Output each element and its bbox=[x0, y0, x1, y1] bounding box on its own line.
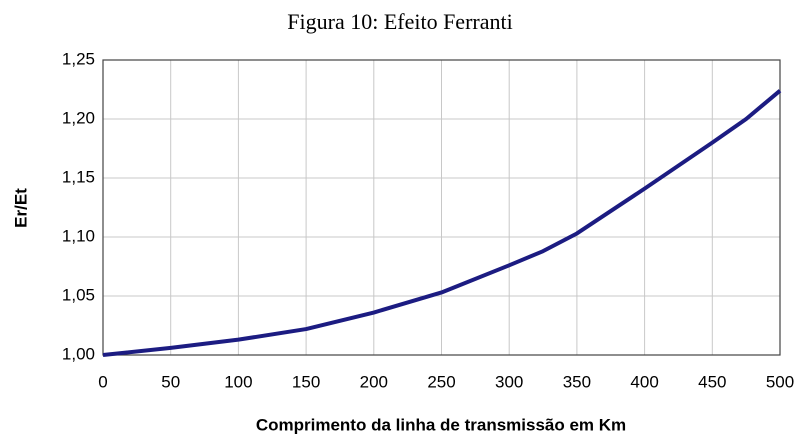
x-axis-label: Comprimento da linha de transmissão em K… bbox=[256, 415, 626, 434]
y-tick-label: 1,25 bbox=[62, 49, 95, 68]
chart-title: Figura 10: Efeito Ferranti bbox=[287, 9, 512, 34]
data-line bbox=[102, 89, 782, 357]
y-tick-label: 1,15 bbox=[62, 167, 95, 186]
x-tick-label: 300 bbox=[495, 372, 523, 391]
y-tick-label: 1,00 bbox=[62, 344, 95, 363]
y-axis-label: Er/Et bbox=[11, 188, 30, 228]
x-tick-label: 200 bbox=[360, 372, 388, 391]
x-tick-label: 250 bbox=[427, 372, 455, 391]
x-tick-label: 150 bbox=[292, 372, 320, 391]
x-tick-label: 0 bbox=[98, 372, 107, 391]
plot-frame bbox=[102, 59, 781, 356]
x-tick-label: 350 bbox=[563, 372, 591, 391]
y-tick-label: 1,05 bbox=[62, 285, 95, 304]
y-tick-label: 1,20 bbox=[62, 108, 95, 127]
x-tick-label: 50 bbox=[161, 372, 180, 391]
x-tick-label: 450 bbox=[698, 372, 726, 391]
x-tick-label: 500 bbox=[766, 372, 794, 391]
y-tick-label: 1,10 bbox=[62, 226, 95, 245]
x-tick-label: 400 bbox=[630, 372, 658, 391]
x-tick-label: 100 bbox=[224, 372, 252, 391]
